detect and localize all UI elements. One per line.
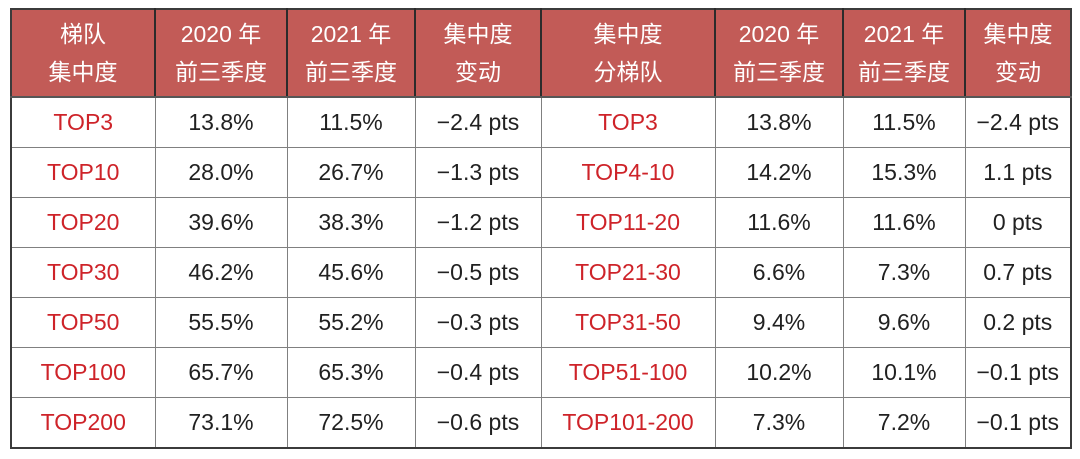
tier-label-cell: TOP3 (540, 96, 716, 148)
change-cell: −2.4 pts (964, 96, 1071, 148)
column-header-line: 集中度 (48, 59, 118, 85)
tier-label-cell: TOP200 (11, 397, 156, 448)
tier-concentration-table: 梯队 集中度 2020 年 前三季度 2021 年 前三季度 集中度 变动 集中… (10, 8, 1072, 449)
value-cell: 14.2% (714, 147, 844, 198)
change-cell: −0.3 pts (414, 297, 542, 348)
tier-label-cell: TOP30 (11, 247, 156, 298)
column-header-2021-q3: 2021 年 前三季度 (286, 9, 415, 98)
tier-label-cell: TOP11-20 (540, 197, 716, 248)
change-cell: −1.2 pts (414, 197, 542, 248)
value-cell: 38.3% (286, 197, 416, 248)
column-header-line: 分梯队 (593, 59, 663, 85)
value-cell: 26.7% (286, 147, 416, 198)
change-cell: −0.1 pts (964, 397, 1071, 448)
column-header-line: 梯队 (60, 21, 106, 47)
value-cell: 7.3% (714, 397, 844, 448)
table-row: TOP200 73.1% 72.5% −0.6 pts TOP101-200 7… (11, 397, 1071, 448)
change-cell: −0.5 pts (414, 247, 542, 298)
column-header-line: 变动 (995, 59, 1041, 85)
value-cell: 39.6% (154, 197, 288, 248)
column-header-concentration-change: 集中度 变动 (964, 9, 1071, 98)
value-cell: 55.2% (286, 297, 416, 348)
change-cell: 0.7 pts (964, 247, 1071, 298)
value-cell: 73.1% (154, 397, 288, 448)
value-cell: 7.3% (842, 247, 966, 298)
change-cell: −2.4 pts (414, 96, 542, 148)
value-cell: 72.5% (286, 397, 416, 448)
table-row: TOP20 39.6% 38.3% −1.2 pts TOP11-20 11.6… (11, 197, 1071, 248)
tier-label-cell: TOP20 (11, 197, 156, 248)
value-cell: 13.8% (714, 96, 844, 148)
column-header-line: 前三季度 (305, 59, 397, 85)
tier-label-cell: TOP50 (11, 297, 156, 348)
tier-label-cell: TOP100 (11, 347, 156, 398)
column-header-line: 集中度 (983, 21, 1053, 47)
table-row: TOP30 46.2% 45.6% −0.5 pts TOP21-30 6.6%… (11, 247, 1071, 298)
table-row: TOP10 28.0% 26.7% −1.3 pts TOP4-10 14.2%… (11, 147, 1071, 198)
value-cell: 11.6% (842, 197, 966, 248)
tier-label-cell: TOP4-10 (540, 147, 716, 198)
value-cell: 11.5% (286, 96, 416, 148)
table-row: TOP50 55.5% 55.2% −0.3 pts TOP31-50 9.4%… (11, 297, 1071, 348)
column-header-2020-q3: 2020 年 前三季度 (714, 9, 843, 98)
column-header-line: 2020 年 (738, 21, 820, 47)
column-header-line: 2021 年 (310, 21, 392, 47)
column-header-line: 集中度 (443, 21, 513, 47)
tier-label-cell: TOP3 (11, 96, 156, 148)
column-header-line: 集中度 (593, 21, 663, 47)
value-cell: 65.3% (286, 347, 416, 398)
value-cell: 65.7% (154, 347, 288, 398)
value-cell: 46.2% (154, 247, 288, 298)
tier-label-cell: TOP10 (11, 147, 156, 198)
column-header-tier-concentration: 梯队 集中度 (11, 9, 155, 98)
value-cell: 10.2% (714, 347, 844, 398)
value-cell: 15.3% (842, 147, 966, 198)
change-cell: −0.6 pts (414, 397, 542, 448)
column-header-line: 前三季度 (733, 59, 825, 85)
table-row: TOP100 65.7% 65.3% −0.4 pts TOP51-100 10… (11, 347, 1071, 398)
value-cell: 13.8% (154, 96, 288, 148)
tier-label-cell: TOP31-50 (540, 297, 716, 348)
change-cell: −0.1 pts (964, 347, 1071, 398)
value-cell: 28.0% (154, 147, 288, 198)
change-cell: 0 pts (964, 197, 1071, 248)
column-header-2021-q3: 2021 年 前三季度 (842, 9, 965, 98)
column-header-line: 2021 年 (863, 21, 945, 47)
value-cell: 7.2% (842, 397, 966, 448)
table-row: TOP3 13.8% 11.5% −2.4 pts TOP3 13.8% 11.… (11, 96, 1071, 148)
value-cell: 45.6% (286, 247, 416, 298)
tier-label-cell: TOP51-100 (540, 347, 716, 398)
column-header-concentration-change: 集中度 变动 (414, 9, 541, 98)
tier-label-cell: TOP101-200 (540, 397, 716, 448)
value-cell: 11.5% (842, 96, 966, 148)
value-cell: 9.6% (842, 297, 966, 348)
value-cell: 11.6% (714, 197, 844, 248)
value-cell: 55.5% (154, 297, 288, 348)
value-cell: 6.6% (714, 247, 844, 298)
change-cell: 0.2 pts (964, 297, 1071, 348)
column-header-line: 前三季度 (175, 59, 267, 85)
column-header-line: 2020 年 (180, 21, 262, 47)
value-cell: 9.4% (714, 297, 844, 348)
change-cell: −1.3 pts (414, 147, 542, 198)
change-cell: 1.1 pts (964, 147, 1071, 198)
table-body: TOP3 13.8% 11.5% −2.4 pts TOP3 13.8% 11.… (11, 96, 1071, 448)
table-container: 梯队 集中度 2020 年 前三季度 2021 年 前三季度 集中度 变动 集中… (10, 8, 1072, 449)
column-header-line: 前三季度 (858, 59, 950, 85)
column-header-concentration-by-tier: 集中度 分梯队 (540, 9, 715, 98)
tier-label-cell: TOP21-30 (540, 247, 716, 298)
change-cell: −0.4 pts (414, 347, 542, 398)
column-header-2020-q3: 2020 年 前三季度 (154, 9, 287, 98)
table-header-row: 梯队 集中度 2020 年 前三季度 2021 年 前三季度 集中度 变动 集中… (11, 9, 1071, 98)
value-cell: 10.1% (842, 347, 966, 398)
column-header-line: 变动 (455, 59, 501, 85)
